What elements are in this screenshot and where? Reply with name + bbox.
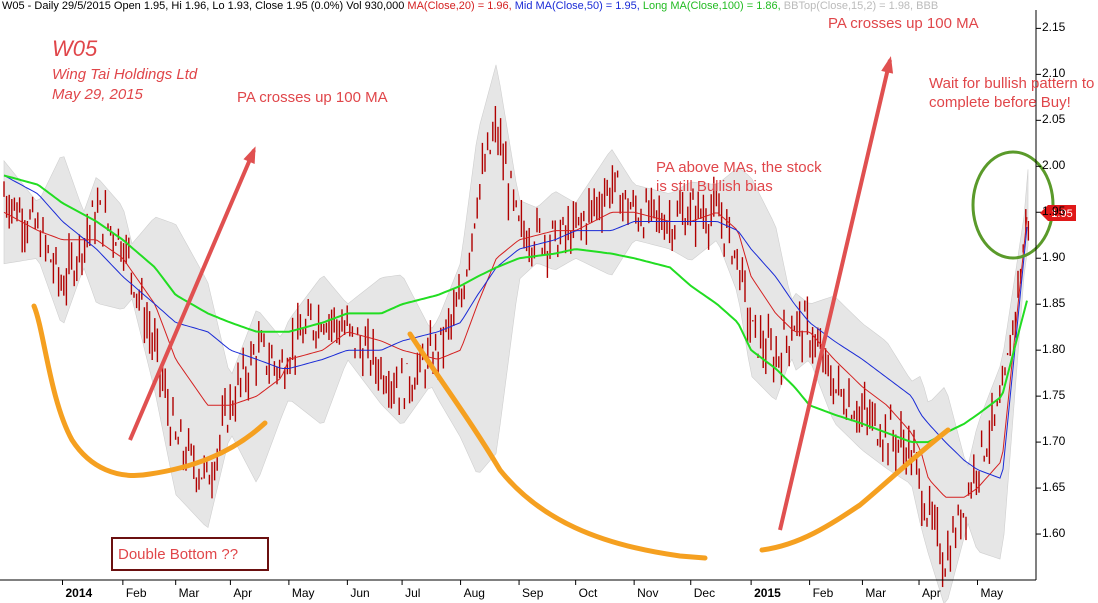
header-item: Mid MA(Close,50) = 1.95, xyxy=(514,0,643,12)
x-tick-label: Jul xyxy=(405,586,421,600)
y-tick-label: 1.95 xyxy=(1042,204,1066,219)
bottom-curve-1 xyxy=(31,303,268,478)
header-item: MA(Close,20) = 1.96, xyxy=(407,0,515,12)
header-item: W05 - Daily 29/5/2015 Open 1.95, Hi 1.96… xyxy=(2,0,408,12)
price-tag: 1.95 xyxy=(1040,205,1076,221)
x-tick-label: Apr xyxy=(922,586,941,600)
annotation-wait-2: complete before Buy! xyxy=(929,94,1071,111)
x-tick-label: Feb xyxy=(812,586,834,600)
chart-date: May 29, 2015 xyxy=(52,86,143,103)
y-tick-label: 1.85 xyxy=(1042,296,1066,311)
annotation-above-2: is still Bullish bias xyxy=(656,178,773,195)
chart-axes xyxy=(0,10,1041,585)
y-tick-label: 2.10 xyxy=(1042,66,1066,81)
bottom-curve-2 xyxy=(407,331,708,561)
price-tag-text: 1.95 xyxy=(1051,208,1072,220)
double-bottom-text: Double Bottom ?? xyxy=(118,545,239,563)
chart-header: W05 - Daily 29/5/2015 Open 1.95, Hi 1.96… xyxy=(2,0,938,12)
arrow-rise-2 xyxy=(778,59,892,531)
x-tick-label: Mar xyxy=(178,586,200,600)
double-bottom-label: Double Bottom ?? xyxy=(111,537,269,571)
y-tick-label: 2.00 xyxy=(1042,158,1066,173)
y-tick-label: 1.80 xyxy=(1042,342,1066,357)
x-tick-label: 2015 xyxy=(754,586,781,600)
arrow-rise-2-head xyxy=(881,56,894,74)
ma100-line xyxy=(3,174,1028,444)
y-tick-label: 2.05 xyxy=(1042,112,1066,127)
x-tick-label: 2014 xyxy=(65,586,93,600)
x-tick-label: Jun xyxy=(350,586,370,600)
annotation-wait-1: Wait for bullish pattern to xyxy=(929,75,1095,92)
x-tick-label: Feb xyxy=(125,586,147,600)
header-item: BBTop(Close,15,2) = 1.98, xyxy=(783,0,917,12)
ma20-line xyxy=(3,211,1028,498)
x-tick-label: Sep xyxy=(522,586,544,600)
x-tick-label: Aug xyxy=(463,586,485,600)
y-tick-label: 1.70 xyxy=(1042,434,1066,449)
bollinger-band xyxy=(3,64,1029,603)
arrow-rise-1-head xyxy=(243,146,256,164)
y-tick-label: 1.90 xyxy=(1042,250,1066,265)
annotation-above-1: PA above MAs, the stock xyxy=(656,159,822,176)
drawn-annotations xyxy=(31,56,1055,561)
bb-area xyxy=(3,64,1029,603)
x-tick-label: May xyxy=(291,586,315,600)
arrow-rise-1 xyxy=(128,149,256,441)
price-bars xyxy=(3,105,1030,588)
ma50-line xyxy=(3,175,1028,479)
bottom-curve-3 xyxy=(759,427,951,553)
x-tick-label: Mar xyxy=(865,586,887,600)
moving-averages xyxy=(3,174,1028,498)
x-tick-label: Nov xyxy=(637,586,659,600)
header-item: Long MA(Close,100) = 1.86, xyxy=(642,0,784,12)
annotation-cross-2: PA crosses up 100 MA xyxy=(828,15,979,32)
x-tick-label: May xyxy=(980,586,1004,600)
x-tick-label: Apr xyxy=(233,586,253,600)
header-item: BBB xyxy=(916,0,939,12)
y-tick-label: 1.60 xyxy=(1042,526,1066,541)
x-tick-label: Dec xyxy=(693,586,716,600)
y-tick-label: 2.15 xyxy=(1042,20,1066,35)
annotation-cross-1: PA crosses up 100 MA xyxy=(237,89,388,106)
x-tick-label: Oct xyxy=(578,586,598,600)
y-tick-label: 1.65 xyxy=(1042,480,1066,495)
company-name: Wing Tai Holdings Ltd xyxy=(52,66,198,83)
y-tick-label: 1.75 xyxy=(1042,388,1066,403)
ticker-title: W05 xyxy=(52,36,98,61)
